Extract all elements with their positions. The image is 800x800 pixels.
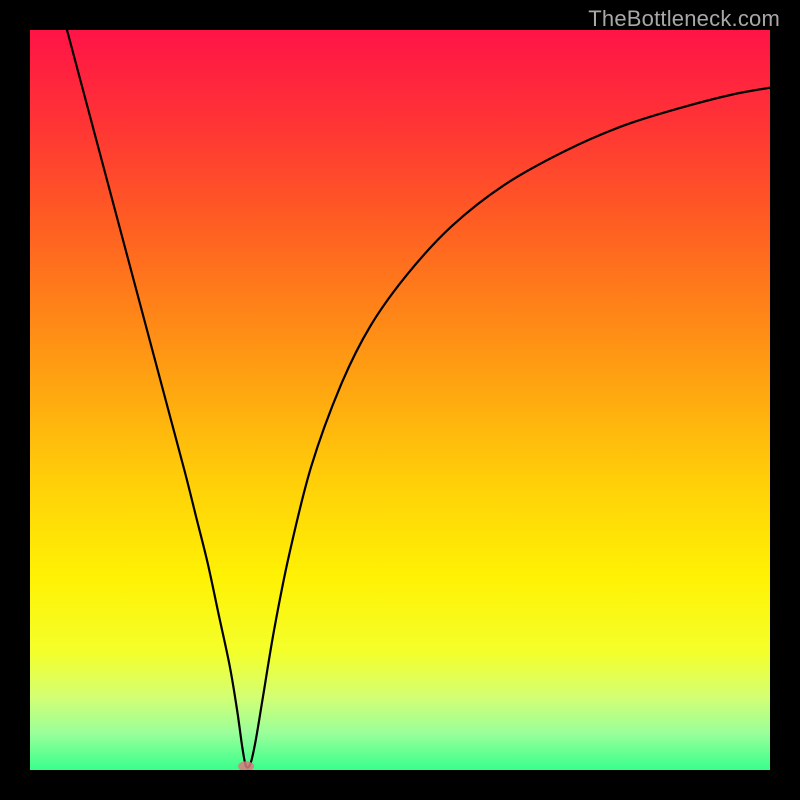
- chart-background: [30, 30, 770, 770]
- watermark-label: TheBottleneck.com: [588, 6, 780, 32]
- chart-container: TheBottleneck.com: [0, 0, 800, 800]
- chart-svg: [30, 30, 770, 770]
